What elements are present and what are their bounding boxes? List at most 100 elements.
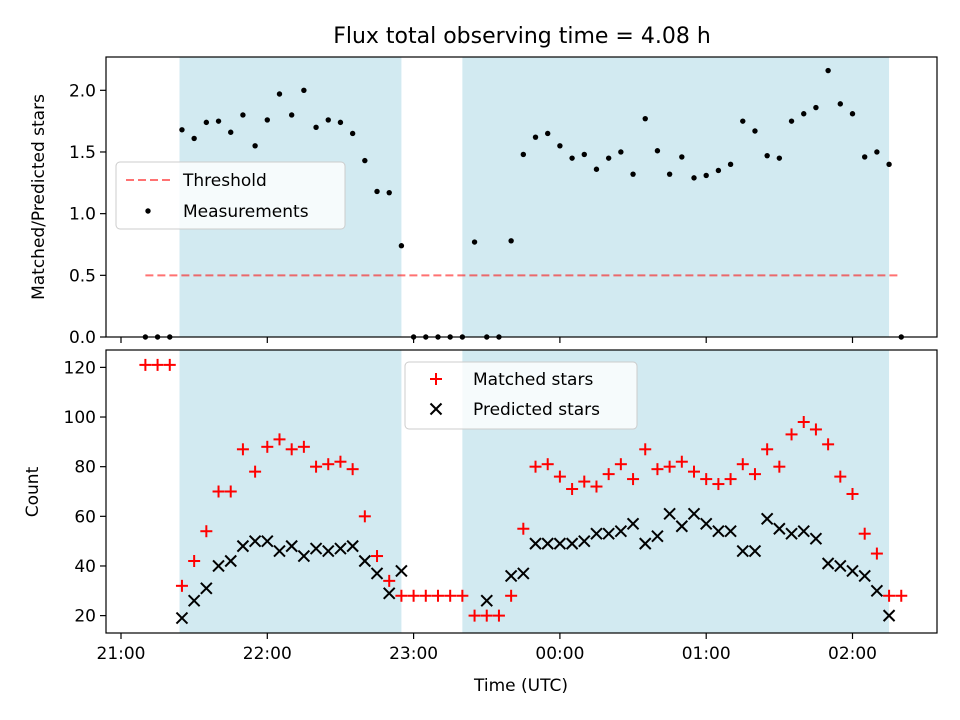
matched-star-point <box>773 460 786 473</box>
measurement-point <box>715 167 722 174</box>
matched-star-point <box>724 473 737 486</box>
predicted-star-point <box>395 564 408 578</box>
top-shaded-span <box>462 57 890 337</box>
matched-star-point <box>297 440 310 453</box>
matched-star-point <box>249 465 262 478</box>
measurement-point <box>825 67 831 74</box>
top-legend: Threshold Measurements <box>115 161 346 230</box>
matched-star-point <box>614 458 627 471</box>
measurement-point <box>532 134 539 140</box>
matched-star-point <box>627 473 640 486</box>
top-y-tick-label: 1.5 <box>69 143 96 163</box>
predicted-star-point <box>651 529 664 543</box>
bottom-y-tick-label: 40 <box>74 557 96 577</box>
predicted-star-point <box>504 569 518 583</box>
predicted-star-point <box>882 609 896 622</box>
predicted-star-point <box>200 582 213 595</box>
matched-star-point <box>163 358 176 371</box>
matched-star-point <box>444 589 457 602</box>
matched-star-point <box>224 485 237 498</box>
measurement-point <box>776 155 783 161</box>
matched-star-point <box>310 460 323 473</box>
measurement-point <box>788 118 795 124</box>
predicted-star-point <box>236 539 250 553</box>
matched-star-point <box>663 460 676 473</box>
predicted-star-point <box>614 525 628 538</box>
measurement-point <box>752 128 758 134</box>
matched-star-point <box>505 589 518 602</box>
predicted-star-point <box>870 584 884 598</box>
matched-star-point <box>688 465 701 478</box>
matched-star-point <box>212 485 225 498</box>
predicted-star-point <box>639 537 652 550</box>
measurement-point <box>605 155 612 161</box>
predicted-star-point <box>846 564 859 578</box>
measurement-point <box>276 91 283 97</box>
matched-star-point <box>431 589 444 602</box>
legend-predicted-swatch <box>429 402 443 416</box>
predicted-star-point <box>541 537 554 550</box>
matched-star-point <box>846 487 859 500</box>
x-tick-label: 22:00 <box>243 644 292 664</box>
measurement-point <box>801 111 807 117</box>
bottom-y-tick-label: 80 <box>74 458 96 478</box>
top-y-tick-label: 1.0 <box>69 205 96 225</box>
measurement-point <box>264 117 270 123</box>
measurement-point <box>362 157 368 164</box>
matched-star-point <box>200 525 213 538</box>
matched-star-point <box>870 547 883 560</box>
matched-star-point <box>736 458 749 471</box>
measurement-point <box>874 149 880 155</box>
predicted-star-point <box>626 517 640 530</box>
predicted-star-point <box>175 611 189 625</box>
measurement-point <box>386 189 392 196</box>
matched-star-point <box>712 478 725 491</box>
predicted-star-point <box>346 539 359 553</box>
x-tick-label: 23:00 <box>389 644 438 664</box>
measurement-point <box>886 161 892 168</box>
matched-star-point <box>456 589 469 602</box>
predicted-star-point <box>773 522 786 535</box>
chart-title: Flux total observing time = 4.08 h <box>333 24 711 49</box>
bottom-y-tick-label: 60 <box>74 507 96 527</box>
measurement-point <box>313 124 319 131</box>
top-legend-box <box>115 161 346 230</box>
predicted-star-point <box>578 534 591 548</box>
measurement-point <box>849 111 856 117</box>
x-tick-label: 02:00 <box>828 644 877 664</box>
predicted-star-point <box>273 544 286 558</box>
predicted-star-point <box>785 527 798 540</box>
matched-star-point <box>261 440 274 453</box>
matched-star-point <box>395 589 408 602</box>
predicted-star-point <box>663 507 676 521</box>
predicted-star-point <box>334 542 347 555</box>
x-tick-label: 01:00 <box>682 644 731 664</box>
legend-measurements-swatch <box>145 208 151 214</box>
measurement-point <box>569 155 575 161</box>
predicted-star-point <box>480 594 493 607</box>
matched-star-point <box>236 443 249 456</box>
measurement-point <box>520 151 527 158</box>
predicted-star-point <box>834 559 847 573</box>
matched-star-point <box>175 579 188 592</box>
bottom-legend: Matched stars Predicted stars <box>404 361 638 430</box>
measurement-point <box>581 151 587 158</box>
measurement-point <box>471 239 478 245</box>
predicted-star-point <box>370 567 384 580</box>
matched-star-point <box>492 609 505 622</box>
measurement-point <box>740 118 746 124</box>
measurement-point <box>679 154 685 160</box>
bottom-y-tick-label: 100 <box>64 408 96 428</box>
matched-star-point <box>358 510 371 523</box>
legend-measurements-label: Measurements <box>183 202 309 222</box>
matched-star-point <box>883 589 896 602</box>
measurement-point <box>813 104 819 111</box>
measurement-point <box>288 112 295 118</box>
measurement-point <box>630 171 636 177</box>
bottom-plot-frame <box>105 349 938 634</box>
bottom-legend-box <box>404 361 638 430</box>
predicted-star-point <box>565 537 579 550</box>
predicted-star-point <box>858 569 871 583</box>
matched-star-point <box>553 470 566 483</box>
